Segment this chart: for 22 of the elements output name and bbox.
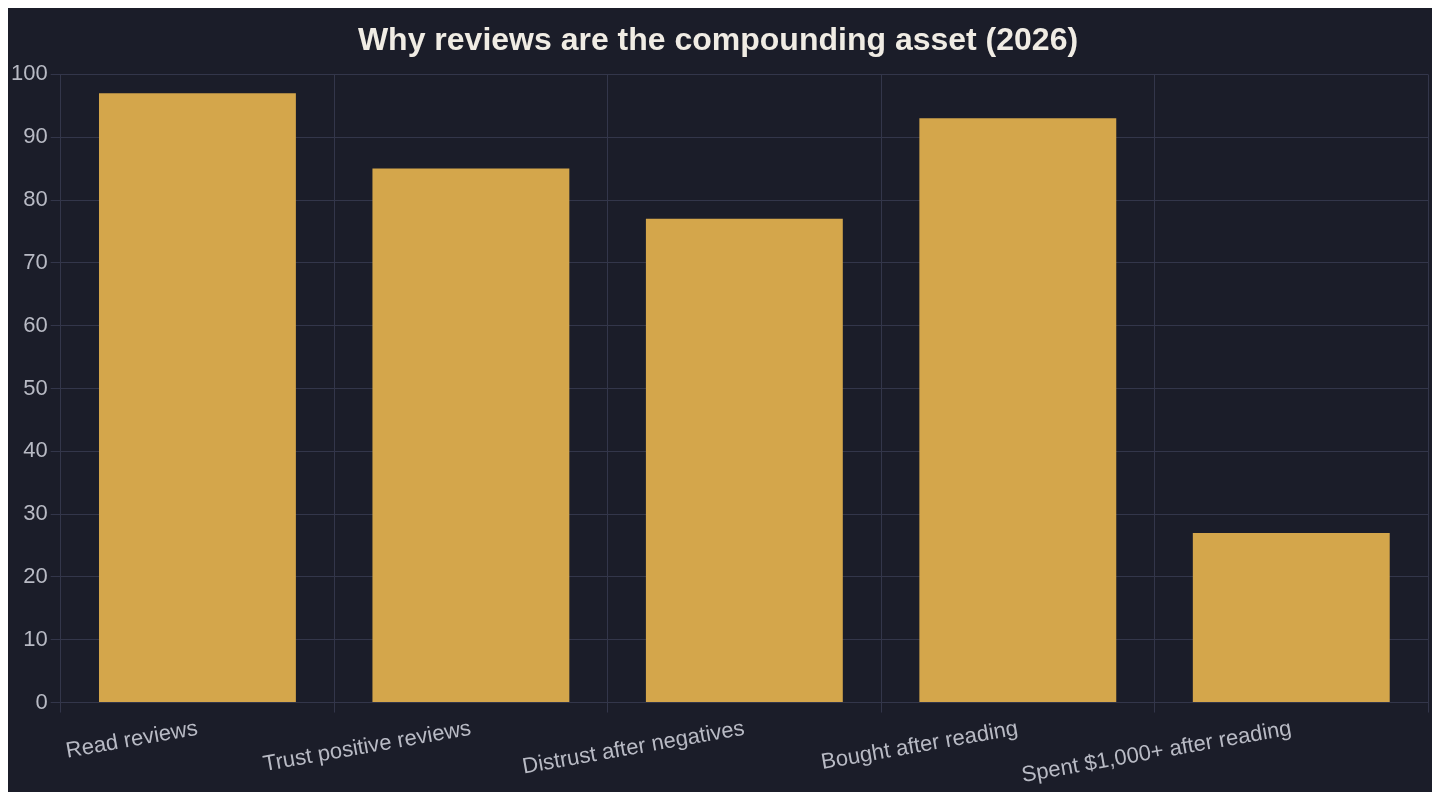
bar <box>919 118 1117 703</box>
y-tick-label: 0 <box>35 688 48 714</box>
y-tick-label: 60 <box>23 311 48 337</box>
y-tick-label: 40 <box>23 437 48 463</box>
x-tick-label: Bought after reading <box>819 714 1020 775</box>
x-tick-label: Distrust after negatives <box>520 714 747 779</box>
x-tick-label: Read reviews <box>63 714 200 763</box>
y-tick-label: 20 <box>23 562 48 588</box>
bar <box>372 168 570 703</box>
y-tick-label: 30 <box>23 500 48 526</box>
y-tick-label: 90 <box>23 123 48 149</box>
x-tick-label: Spent $1,000+ after reading <box>1019 714 1294 787</box>
bar <box>1192 532 1390 703</box>
y-tick-label: 50 <box>23 374 48 400</box>
y-tick-label: 100 <box>10 60 48 86</box>
y-tick-label: 70 <box>23 248 48 274</box>
chart-title: Why reviews are the compounding asset (2026) <box>357 21 1079 58</box>
bar <box>645 218 843 703</box>
x-tick-label: Trust positive reviews <box>260 714 473 777</box>
y-tick-label: 80 <box>23 186 48 212</box>
y-tick-label: 10 <box>23 625 48 651</box>
bar <box>98 93 296 703</box>
